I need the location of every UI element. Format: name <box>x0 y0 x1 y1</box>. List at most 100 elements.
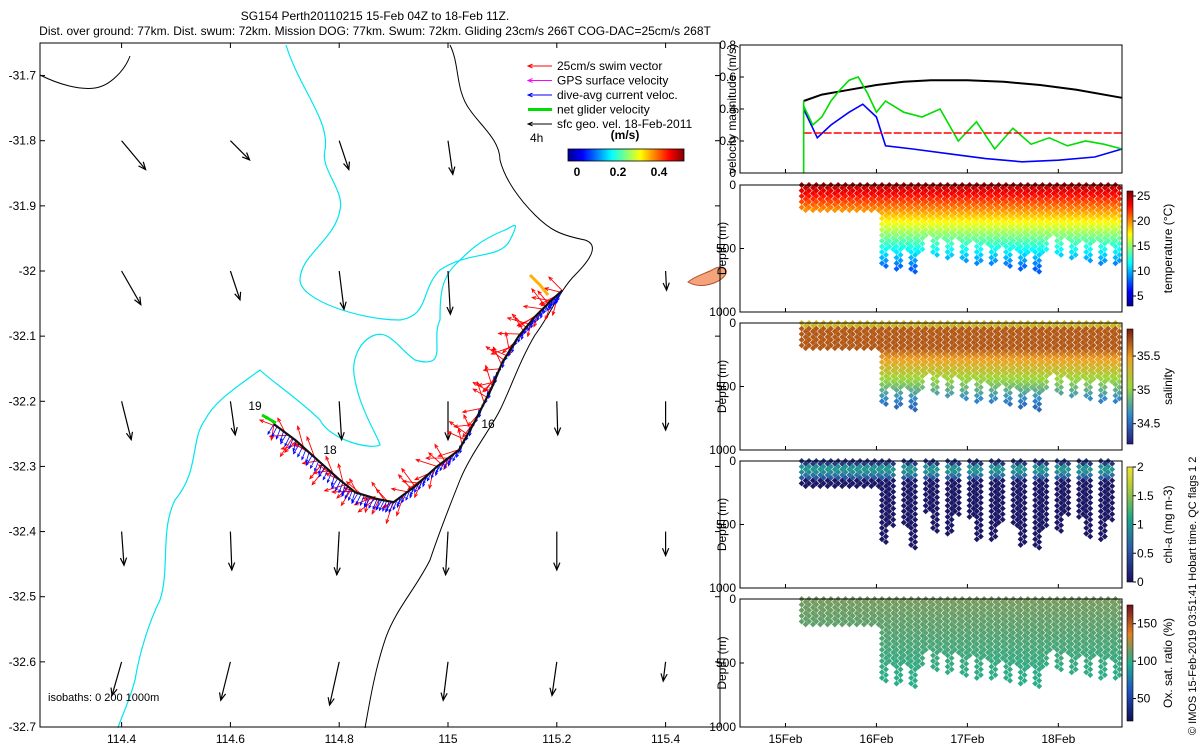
section-ytick-label: 1000 <box>709 720 736 734</box>
swim-vector-head <box>349 477 354 483</box>
profile-point <box>934 190 941 197</box>
profile-point <box>930 243 937 250</box>
profile-point <box>1061 198 1068 205</box>
current-vector-shaft <box>368 497 375 509</box>
geo-vector-arrow <box>229 270 242 302</box>
profile-point <box>1083 226 1090 233</box>
profile-point <box>1024 193 1031 200</box>
geo-vector-arrow <box>661 531 670 558</box>
current-vector-head <box>414 489 418 494</box>
profile-point <box>1083 243 1090 250</box>
swim-vector-shaft <box>325 456 334 475</box>
profile-point <box>922 204 929 211</box>
profile-point <box>992 207 999 214</box>
colorbar-tick-label: 150 <box>1137 617 1157 631</box>
profile-point <box>1094 218 1101 225</box>
current-vector-shaft <box>348 489 353 501</box>
profile-point <box>1058 218 1065 225</box>
profile-point <box>827 193 834 200</box>
swim-vector-head <box>462 433 467 439</box>
geo-vector-arrow-head <box>553 427 562 437</box>
colorbar-tick-label: 5 <box>1137 289 1144 303</box>
swim-vector-head <box>544 315 549 321</box>
current-vector <box>292 443 300 455</box>
profile-point <box>864 198 871 205</box>
swim-vector-shaft <box>401 468 416 487</box>
profile-point <box>820 325 827 332</box>
profile-point <box>1116 251 1123 258</box>
chart-title: SG154 Perth20110215 15-Feb 04Z to 18-Feb… <box>241 9 509 23</box>
profile-point <box>1017 204 1024 211</box>
profile-point <box>893 254 900 261</box>
section-ylabel: Depth (m) <box>715 222 729 275</box>
section-colorbar <box>1126 328 1134 445</box>
profile-point <box>1065 184 1072 191</box>
profile-point <box>934 223 941 230</box>
geo-vector-arrow <box>110 661 123 697</box>
profile-point <box>1094 223 1101 230</box>
current-vector-head <box>326 479 330 484</box>
map-ytick-label: -32.5 <box>9 590 37 604</box>
geo-vector-arrow <box>662 270 670 292</box>
profile-point <box>875 207 882 214</box>
profile-point <box>988 232 995 239</box>
profile-point <box>1097 198 1104 205</box>
profile-point <box>1079 218 1086 225</box>
swim-vector-head <box>457 427 462 433</box>
geo-vector-arrow <box>218 661 231 702</box>
current-vector <box>330 475 335 487</box>
profile-point <box>1010 243 1017 250</box>
geo-vector-arrow <box>444 401 452 442</box>
colorbar-label: salinity <box>1161 368 1175 405</box>
current-vector-shaft <box>284 435 291 447</box>
swim-vector-shaft <box>306 436 316 458</box>
swim-vector-head <box>277 417 282 423</box>
profile-point <box>934 207 941 214</box>
profile-point <box>817 207 824 214</box>
profile-point <box>827 198 834 205</box>
profile-point <box>831 184 838 191</box>
profile-point <box>955 235 962 242</box>
profile-point <box>1002 221 1009 228</box>
current-vector-shaft <box>331 477 339 489</box>
swim-vector <box>357 498 377 513</box>
profile-point <box>1072 190 1079 197</box>
profile-point <box>988 226 995 233</box>
current-vector-shaft <box>344 488 351 499</box>
profile-point <box>1054 193 1061 200</box>
profile-point <box>809 345 816 352</box>
profile-point <box>1032 193 1039 200</box>
geo-vector-arrow-shaft <box>121 140 147 170</box>
current-vector <box>335 480 341 492</box>
profile-point <box>1021 240 1028 247</box>
profile-point <box>1075 221 1082 228</box>
profile-point <box>981 237 988 244</box>
profile-point <box>973 249 980 256</box>
colorbar-tick-label: 2 <box>1137 460 1144 474</box>
geo-vector-arrow <box>338 140 351 171</box>
geo-vector-arrow-head <box>446 306 454 316</box>
current-vector-head <box>392 506 396 511</box>
profile-point <box>882 212 889 219</box>
profile-point <box>890 223 897 230</box>
profile-point <box>1002 232 1009 239</box>
profile-point <box>839 190 846 197</box>
profile-point <box>966 187 973 194</box>
profile-point <box>992 212 999 219</box>
colorbar-tick-label: 34.5 <box>1137 417 1161 431</box>
profile-point <box>963 195 970 202</box>
profile-point <box>919 246 926 253</box>
profile-point <box>1112 193 1119 200</box>
profile-point <box>1109 240 1116 247</box>
profile-point <box>908 221 915 228</box>
profile-point <box>1036 212 1043 219</box>
profile-point <box>973 187 980 194</box>
swim-vector-head <box>385 519 390 525</box>
profile-point <box>1101 201 1108 208</box>
profile-point <box>1079 184 1086 191</box>
swim-vector-head <box>501 348 507 354</box>
profile-point <box>1075 232 1082 239</box>
legend-swatch-head <box>526 121 533 127</box>
profile-point <box>1105 232 1112 239</box>
profile-point <box>995 226 1002 233</box>
